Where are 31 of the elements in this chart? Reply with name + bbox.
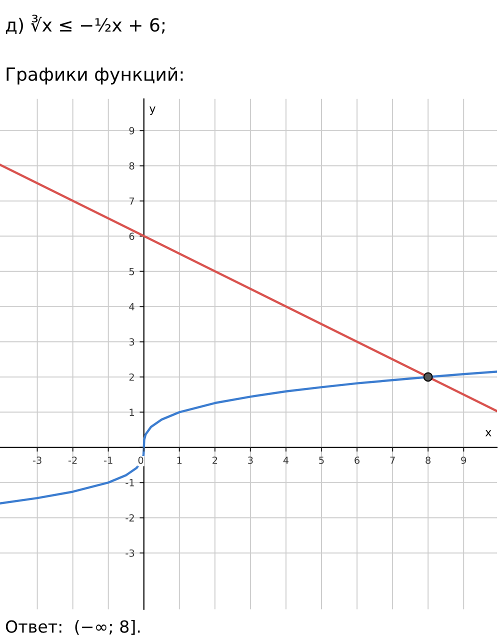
x-tick-label: 6 bbox=[354, 456, 360, 464]
x-tick-label: 7 bbox=[390, 456, 395, 464]
x-tick-label: 0 bbox=[138, 456, 144, 464]
x-tick-label: 1 bbox=[177, 456, 182, 464]
x-tick-label: 8 bbox=[426, 456, 431, 464]
y-tick-label: 1 bbox=[130, 408, 134, 416]
text: Ответ: (−∞; 8]. bbox=[6, 620, 140, 635]
y-tick-label: 6 bbox=[129, 232, 134, 240]
x-tick-label: 2 bbox=[212, 456, 218, 464]
y-tick-label: -3 bbox=[126, 549, 134, 557]
x-tick-label: -2 bbox=[68, 456, 77, 464]
x-tick-label: -3 bbox=[32, 456, 42, 464]
x-tick-label: 4 bbox=[283, 456, 289, 464]
chart-title: д) ∛x ≤ −½x + 6; bbox=[6, 14, 164, 34]
y-tick-label: 7 bbox=[129, 198, 134, 205]
x-tick-label: 9 bbox=[461, 456, 466, 464]
y-axis-title: y bbox=[150, 106, 156, 115]
y-tick-label: 4 bbox=[129, 303, 134, 310]
y-tick-label: 2 bbox=[129, 373, 134, 381]
y-tick-label: 3 bbox=[129, 338, 134, 346]
y-tick-label: -1 bbox=[126, 479, 134, 486]
y-tick-label: 9 bbox=[129, 127, 134, 134]
x-tick-label: 5 bbox=[319, 456, 324, 464]
y-tick-label: 8 bbox=[129, 162, 134, 170]
y-tick-label: -2 bbox=[126, 514, 134, 522]
x-axis-title: x bbox=[485, 430, 492, 436]
x-tick-label: 3 bbox=[248, 456, 253, 464]
line-series bbox=[0, 370, 498, 504]
chart-subtitle: Графики функций: bbox=[6, 67, 183, 84]
x-tick-label: -1 bbox=[104, 456, 112, 464]
y-tick-label: 5 bbox=[129, 268, 134, 276]
